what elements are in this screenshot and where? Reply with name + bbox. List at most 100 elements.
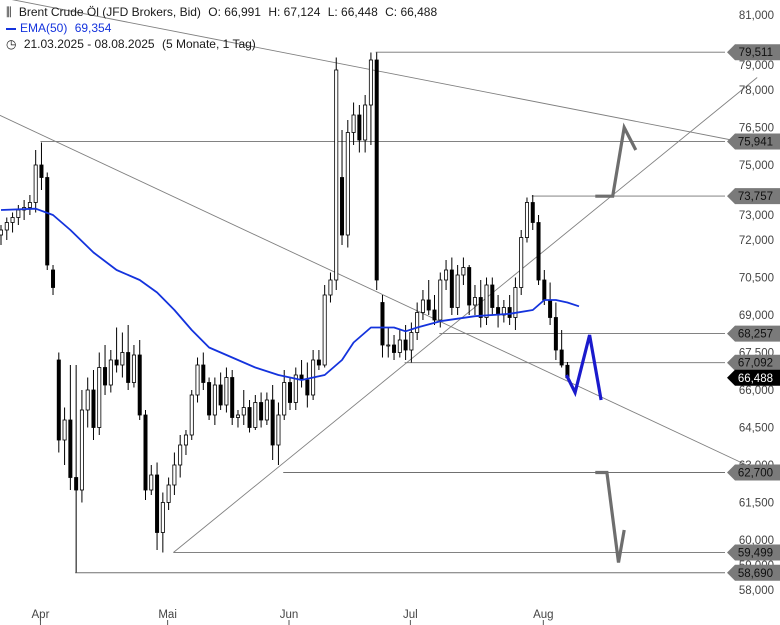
price-tags: 79,511 75,941 73,757 68,257 67,092 62,700 59,4… bbox=[727, 44, 780, 581]
candle bbox=[548, 282, 553, 325]
candle-body-up bbox=[345, 132, 350, 236]
x-axis: Apr Mai Jun Jul Aug bbox=[32, 609, 554, 625]
x-tick-label: Aug bbox=[533, 609, 553, 621]
candle bbox=[264, 392, 269, 425]
candle-body-down bbox=[207, 382, 212, 416]
candle-body-up bbox=[444, 269, 449, 281]
candle bbox=[74, 365, 79, 573]
forecast-arrow-blue bbox=[564, 334, 603, 401]
candle bbox=[16, 205, 21, 225]
date-range: 21.03.2025 - 08.08.2025 bbox=[23, 37, 155, 51]
price-tag-label: 73,757 bbox=[738, 191, 773, 203]
candle-body-up bbox=[524, 202, 529, 238]
candle-body-down bbox=[259, 402, 264, 421]
level-tag: 67,092 bbox=[727, 354, 780, 371]
y-tick-label: 61,500 bbox=[739, 498, 774, 510]
candle bbox=[287, 377, 292, 410]
candle bbox=[513, 277, 518, 330]
candle bbox=[345, 120, 350, 248]
candle-body-up bbox=[420, 299, 425, 313]
candle-body-up bbox=[513, 287, 518, 318]
candle-body-down bbox=[357, 114, 362, 141]
price-tag-bg bbox=[727, 564, 780, 581]
candle-body-up bbox=[276, 414, 281, 446]
candle-body-down bbox=[143, 414, 148, 491]
price-tag-label: 75,941 bbox=[738, 136, 773, 148]
instrument-name: Brent Crude Öl (JFD Brokers, Bid) bbox=[18, 5, 201, 19]
candle-body-down bbox=[56, 359, 61, 441]
level-tag: 62,700 bbox=[727, 464, 780, 481]
candles bbox=[0, 52, 570, 573]
candle bbox=[4, 217, 9, 240]
candle-body-up bbox=[519, 237, 524, 288]
candle bbox=[449, 257, 454, 315]
candle bbox=[282, 370, 287, 420]
candle-body-up bbox=[10, 217, 15, 223]
candle-body-down bbox=[426, 299, 431, 311]
candle bbox=[51, 265, 56, 295]
candle bbox=[120, 332, 125, 378]
candle-body-down bbox=[201, 364, 206, 383]
y-tick-label: 73,000 bbox=[739, 210, 774, 222]
candle bbox=[235, 410, 240, 428]
candle bbox=[79, 390, 84, 503]
candle bbox=[45, 172, 50, 270]
candle bbox=[472, 285, 477, 315]
candle-body-up bbox=[172, 464, 177, 486]
candle-body-down bbox=[155, 474, 160, 533]
price-tag-label: 58,690 bbox=[738, 568, 773, 580]
candle bbox=[484, 277, 489, 325]
forecast-arrow-gray bbox=[595, 470, 626, 563]
candle-body-up bbox=[183, 434, 188, 446]
level-tag: 58,690 bbox=[727, 564, 780, 581]
candle bbox=[178, 435, 183, 478]
ema-swatch-icon bbox=[6, 27, 16, 30]
candle-body-down bbox=[126, 352, 131, 383]
candle bbox=[553, 302, 558, 360]
level-tag: 59,499 bbox=[727, 544, 780, 561]
candle-body-down bbox=[230, 377, 235, 418]
candle-body-up bbox=[368, 59, 373, 106]
candle-body-up bbox=[484, 284, 489, 318]
candle-body-down bbox=[270, 399, 275, 446]
candle-body-up bbox=[0, 229, 4, 236]
candle bbox=[496, 295, 501, 328]
candle-body-down bbox=[559, 349, 564, 366]
candle bbox=[374, 52, 379, 290]
candle-body-down bbox=[218, 384, 223, 406]
candle bbox=[455, 265, 460, 315]
period: (5 Monate, 1 Tag) bbox=[161, 37, 256, 51]
y-tick-label: 72,000 bbox=[739, 235, 774, 247]
candle bbox=[224, 367, 229, 413]
price-tag-bg bbox=[727, 325, 780, 342]
price-tag-label: 68,257 bbox=[738, 329, 773, 341]
candle bbox=[276, 402, 281, 465]
candle bbox=[328, 272, 333, 303]
candle bbox=[293, 367, 298, 410]
candle-body-up bbox=[149, 474, 154, 491]
candle bbox=[0, 225, 4, 245]
ohlc-high: H: 67,124 bbox=[268, 5, 321, 19]
candle bbox=[195, 357, 200, 403]
candle-body-up bbox=[241, 407, 246, 416]
candle-body-down bbox=[305, 379, 310, 396]
candle-body-up bbox=[438, 279, 443, 321]
candle bbox=[259, 392, 264, 428]
candle bbox=[62, 407, 67, 465]
candle bbox=[183, 430, 188, 455]
candle bbox=[334, 57, 339, 290]
candle bbox=[39, 142, 44, 190]
candle-body-down bbox=[467, 267, 472, 306]
candle-body-up bbox=[253, 402, 258, 428]
candle bbox=[85, 377, 90, 428]
candle bbox=[415, 302, 420, 340]
candle-body-up bbox=[33, 164, 38, 203]
ema-line bbox=[0, 207, 580, 381]
candle-body-up bbox=[334, 69, 339, 281]
candle-body-up bbox=[351, 114, 356, 133]
candle bbox=[461, 257, 466, 285]
candle-body-down bbox=[449, 269, 454, 308]
candle-body-up bbox=[131, 354, 136, 383]
last-price-tag: 66,488 bbox=[727, 369, 780, 386]
